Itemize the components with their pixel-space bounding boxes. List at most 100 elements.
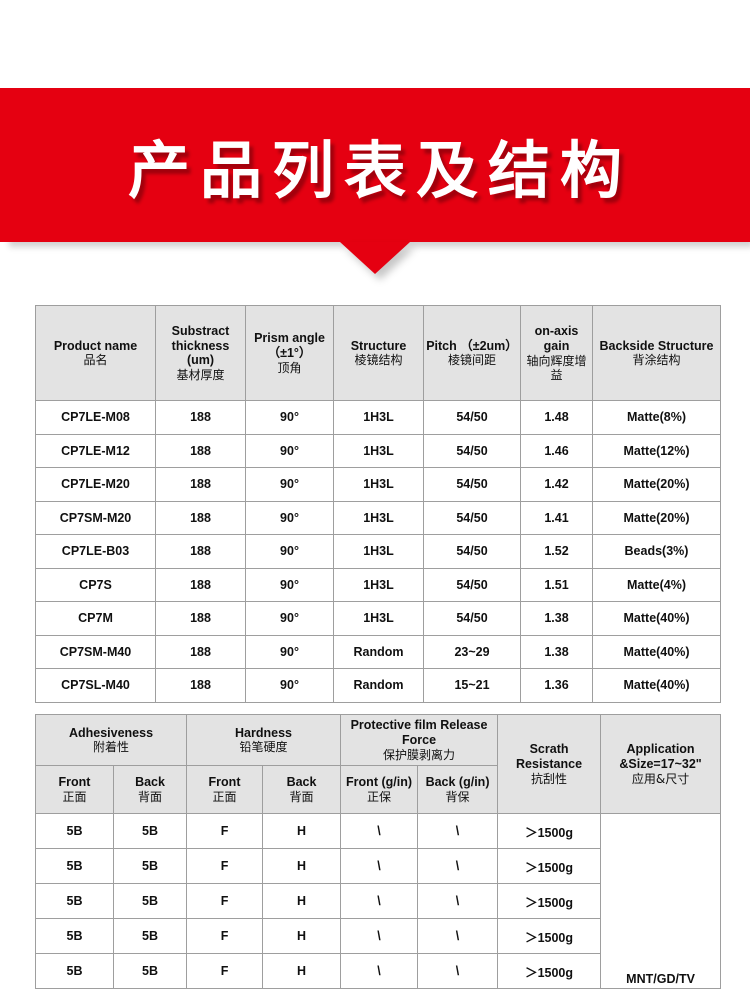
table-cell: 90° bbox=[245, 567, 334, 602]
table-cell: 188 bbox=[155, 433, 246, 468]
table-cell: \ bbox=[340, 848, 419, 884]
header-cn: 棱镜结构 bbox=[354, 353, 403, 368]
table-cell: 54/50 bbox=[423, 567, 521, 602]
table-cell: 1H3L bbox=[333, 500, 424, 535]
header-cn: 正面 bbox=[62, 789, 87, 804]
table-row: CP7LE-B03 188 90° 1H3L 54/50 1.52 Beads(3%) bbox=[35, 534, 721, 569]
table-cell: 90° bbox=[245, 534, 334, 569]
cell-product-name: CP7LE-M08 bbox=[35, 400, 156, 435]
header-en: Back (g/in) bbox=[425, 775, 490, 790]
table-cell: 1H3L bbox=[333, 601, 424, 636]
banner-background bbox=[0, 88, 750, 242]
header-cn: 棱镜间距 bbox=[447, 353, 496, 368]
header-en: Adhesiveness bbox=[68, 725, 154, 740]
table-cell: Beads(3%) bbox=[592, 534, 721, 569]
header-en: Application &Size=17~32" bbox=[619, 742, 702, 771]
table-cell: 23~29 bbox=[423, 634, 521, 669]
cell-product-name: CP7S bbox=[35, 567, 156, 602]
table-row: 5B 5B F H \ \ ＞1500g bbox=[35, 883, 721, 919]
table-header-row: Product name 品名 Substract thickness (um)… bbox=[35, 305, 721, 401]
table-row: 5B 5B F H \ \ ＞1500g bbox=[35, 918, 721, 954]
table-cell: 188 bbox=[155, 400, 246, 435]
cell-product-name: CP7M bbox=[35, 601, 156, 636]
table-cell: 90° bbox=[245, 634, 334, 669]
table-row: CP7SM-M20 188 90° 1H3L 54/50 1.41 Matte(20%) bbox=[35, 500, 721, 535]
table-cell: 90° bbox=[245, 400, 334, 435]
table-row: CP7LE-M20 188 90° 1H3L 54/50 1.42 Matte(20%) bbox=[35, 467, 721, 502]
header-cn: 应用&尺寸 bbox=[631, 771, 690, 786]
table-cell: Matte(12%) bbox=[592, 433, 721, 468]
subcolumn-header-release-force-front: Front (g/in) 正保 bbox=[340, 765, 419, 814]
table-cell: 15~21 bbox=[423, 668, 521, 703]
table-cell: 188 bbox=[155, 668, 246, 703]
table-cell: ＞1500g bbox=[497, 813, 602, 849]
table-row: CP7S 188 90° 1H3L 54/50 1.51 Matte(4%) bbox=[35, 567, 721, 602]
cell-product-name: CP7SL-M40 bbox=[35, 668, 156, 703]
group-header-scrath-resistance: Scrath Resistance 抗刮性 bbox=[497, 714, 602, 814]
table-cell: 1.36 bbox=[520, 668, 593, 703]
table-cell: Matte(40%) bbox=[592, 668, 721, 703]
table-cell: 90° bbox=[245, 433, 334, 468]
header-cn: 背面 bbox=[289, 789, 314, 804]
page-title: 产品列表及结构 bbox=[127, 134, 632, 207]
header-en: Back bbox=[286, 775, 317, 790]
cell-product-name: CP7LE-M20 bbox=[35, 467, 156, 502]
table-cell: 5B bbox=[35, 918, 114, 954]
table-cell: \ bbox=[417, 848, 499, 884]
table-cell: 54/50 bbox=[423, 467, 521, 502]
header-en: Front (g/in) bbox=[346, 775, 412, 790]
table-cell: Matte(20%) bbox=[592, 500, 721, 535]
header-en: Scrath Resistance bbox=[516, 742, 583, 771]
table-row: 5B 5B F H \ \ ＞1500g MNT/GD/TV bbox=[35, 813, 722, 989]
table-cell: 188 bbox=[155, 567, 246, 602]
header-en: Prism angle （±1°） bbox=[254, 331, 325, 360]
subcolumn-header-release-force-back: Back (g/in) 背保 bbox=[417, 765, 499, 814]
header-cn: 轴向辉度增益 bbox=[526, 353, 587, 382]
table-cell: 5B bbox=[35, 883, 114, 919]
table-cell: 54/50 bbox=[423, 601, 521, 636]
table-cell: Random bbox=[333, 668, 424, 703]
table-cell: Matte(40%) bbox=[592, 601, 721, 636]
column-header-on-axis-gain: on-axis gain 轴向辉度增益 bbox=[520, 305, 593, 401]
page-banner: 产品列表及结构 bbox=[0, 88, 750, 274]
table-cell: 54/50 bbox=[423, 534, 521, 569]
table-cell: \ bbox=[340, 918, 419, 954]
table-cell: 1H3L bbox=[333, 433, 424, 468]
table-cell: 188 bbox=[155, 601, 246, 636]
header-cn: 背保 bbox=[445, 789, 470, 804]
header-en: on-axis gain bbox=[534, 324, 579, 353]
table-cell: 90° bbox=[245, 601, 334, 636]
table-cell: \ bbox=[417, 953, 499, 989]
table-group-header-row: Adhesiveness 附着性 Hardness 铅笔硬度 Protectiv… bbox=[34, 714, 722, 814]
table-cell: F bbox=[186, 813, 264, 849]
table-row: CP7LE-M12 188 90° 1H3L 54/50 1.46 Matte(12%) bbox=[35, 433, 721, 468]
table-cell: F bbox=[186, 848, 264, 884]
column-header-substract-thickness: Substract thickness (um) 基材厚度 bbox=[155, 305, 246, 401]
table-cell: 1H3L bbox=[333, 567, 424, 602]
table-cell: 5B bbox=[112, 953, 188, 989]
group-header-adhesiveness: Adhesiveness 附着性 bbox=[34, 714, 188, 766]
table-cell: 1.52 bbox=[520, 534, 593, 569]
header-en: Product name bbox=[53, 338, 138, 353]
header-en: Backside Structure bbox=[599, 338, 714, 353]
table-cell: H bbox=[262, 918, 342, 954]
table-cell: 1H3L bbox=[333, 467, 424, 502]
table-cell: 1.46 bbox=[520, 433, 593, 468]
table-cell: 1H3L bbox=[333, 400, 424, 435]
header-en: Hardness bbox=[235, 725, 293, 740]
table-cell: 188 bbox=[155, 534, 246, 569]
table-cell: 54/50 bbox=[423, 400, 521, 435]
product-table-body: CP7LE-M08 188 90° 1H3L 54/50 1.48 Matte(8%) CP7… bbox=[35, 400, 721, 703]
table-cell: ＞1500g bbox=[497, 848, 602, 884]
header-cn: 背面 bbox=[138, 789, 163, 804]
table-cell: F bbox=[186, 883, 264, 919]
header-cn: 顶角 bbox=[277, 360, 302, 375]
subcolumn-header-adhesiveness-back: Back 背面 bbox=[112, 765, 188, 814]
table-cell: 54/50 bbox=[423, 433, 521, 468]
header-en: Pitch （±2um） bbox=[426, 338, 518, 353]
table-cell: 90° bbox=[245, 668, 334, 703]
table-cell: 54/50 bbox=[423, 500, 521, 535]
table-cell: Random bbox=[333, 634, 424, 669]
table-cell: \ bbox=[417, 813, 499, 849]
table-cell: Matte(4%) bbox=[592, 567, 721, 602]
